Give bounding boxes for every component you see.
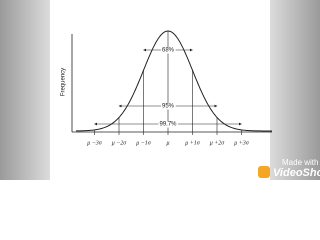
interval-label: 95% bbox=[162, 104, 175, 110]
page: Frequency μ −3σ μ −2σ μ −1σ μ μ +1σ μ +2σ μ +3… bbox=[0, 0, 320, 180]
x-tick-label: μ +3σ bbox=[234, 140, 250, 146]
label-background bbox=[160, 47, 176, 54]
right-border bbox=[270, 0, 320, 180]
watermark-line1: Made with bbox=[282, 158, 318, 167]
watermark-line2: VideoShow bbox=[273, 167, 320, 179]
watermark-icon bbox=[258, 166, 270, 178]
screenshot: Frequency μ −3σ μ −2σ μ −1σ μ μ +1σ μ +2σ μ +3… bbox=[0, 0, 320, 180]
interval-label: 68% bbox=[162, 48, 175, 54]
content bbox=[50, 0, 270, 180]
x-tick-label: μ bbox=[166, 140, 169, 146]
interval-label: 99.7% bbox=[159, 122, 177, 128]
y-axis-label: Frequency bbox=[61, 68, 67, 96]
label-background bbox=[160, 103, 176, 110]
x-tick-label: μ +1σ bbox=[185, 140, 201, 146]
curve bbox=[75, 30, 272, 132]
x-tick-label: μ −1σ bbox=[136, 140, 152, 146]
x-tick-label: μ −2σ bbox=[112, 140, 128, 146]
left-border bbox=[0, 0, 50, 180]
x-tick-label: μ +2σ bbox=[210, 140, 226, 146]
x-tick-label: μ −3σ bbox=[87, 140, 103, 146]
normal-curve-diagram: Frequency μ −3σ μ −2σ μ −1σ μ μ +1σ μ +2σ μ +3… bbox=[61, 30, 272, 146]
label-background bbox=[158, 121, 179, 128]
